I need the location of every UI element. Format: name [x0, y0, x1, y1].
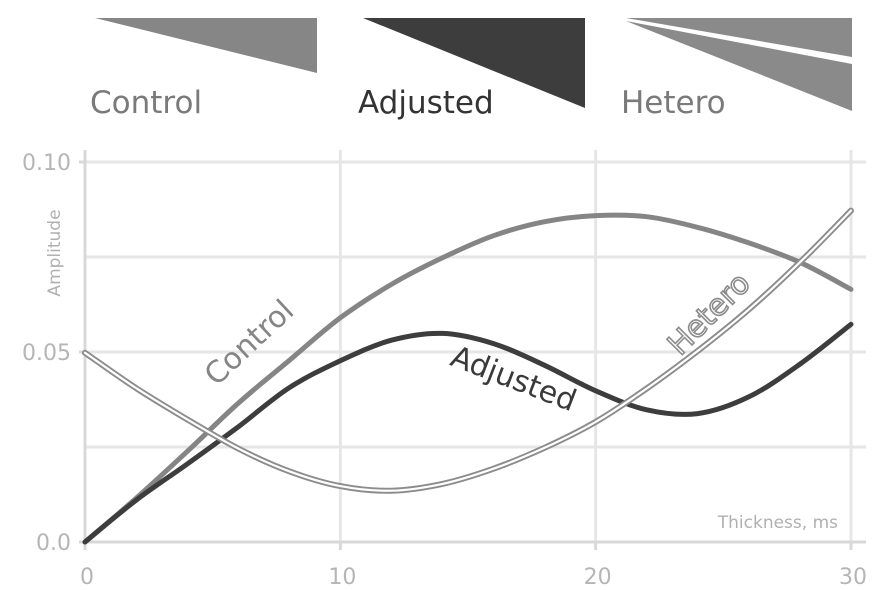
- y-tick-label: 0.0: [36, 531, 71, 556]
- series-line-control: [82, 212, 854, 545]
- chart-axes: 0 10 20 30 0.0 0.05 0.10: [22, 150, 867, 590]
- legend-label-adjusted: Adjusted: [358, 85, 494, 121]
- legend-label-hetero: Hetero: [621, 85, 726, 121]
- legend-swatch-hetero-lower: [626, 21, 852, 111]
- legend-label-control: Control: [90, 85, 202, 121]
- legend-swatch-adjusted: [363, 18, 585, 108]
- legend-swatch-hetero-upper: [626, 18, 852, 57]
- legend-swatch-control: [95, 18, 317, 73]
- y-axis-title: Amplitude: [45, 209, 65, 296]
- x-tick-label: 30: [839, 565, 867, 590]
- series-label-control: Control: [198, 293, 301, 393]
- x-tick-label: 10: [328, 565, 356, 590]
- series-line-adjusted: [82, 321, 854, 545]
- x-axis-title: Thickness, ms: [717, 513, 838, 533]
- x-tick-label: 20: [584, 565, 612, 590]
- series-layer: [82, 207, 854, 545]
- series-line-hetero-inner: [83, 209, 853, 492]
- legend: Control Adjusted Hetero: [90, 18, 852, 121]
- y-tick-label: 0.05: [22, 341, 71, 366]
- x-tick-label: 0: [80, 565, 94, 590]
- y-tick-label: 0.10: [22, 151, 71, 176]
